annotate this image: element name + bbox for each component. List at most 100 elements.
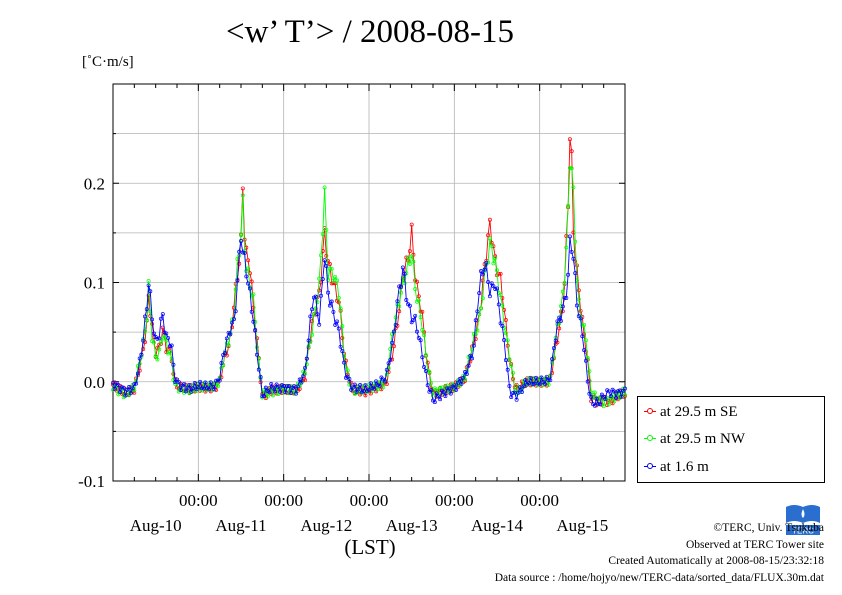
data-point-series-3 xyxy=(269,382,274,386)
data-point-series-3 xyxy=(278,389,283,394)
data-point-series-3 xyxy=(516,390,521,395)
data-point-series-3 xyxy=(623,386,627,391)
data-point-series-3 xyxy=(598,402,603,407)
data-point-series-3 xyxy=(415,329,419,334)
x-day-label: Aug-15 xyxy=(556,516,608,535)
data-point-series-3 xyxy=(445,386,450,391)
data-point-series-2 xyxy=(407,261,412,266)
data-point-series-3 xyxy=(375,383,380,388)
data-point-series-3 xyxy=(569,249,574,254)
data-point-series-3 xyxy=(214,378,219,383)
data-point-series-2 xyxy=(345,368,350,373)
data-point-series-2 xyxy=(491,261,496,266)
data-point-series-3 xyxy=(493,287,498,291)
data-point-series-2 xyxy=(333,274,338,279)
data-point-series-2 xyxy=(155,357,160,362)
x-day-label: Aug-10 xyxy=(130,516,182,535)
data-point-series-2 xyxy=(420,328,425,332)
data-point-series-3 xyxy=(455,380,460,385)
data-point-series-3 xyxy=(331,309,336,314)
data-point-series-1 xyxy=(557,326,562,331)
data-point-series-2 xyxy=(471,332,476,336)
data-point-series-2 xyxy=(304,362,309,367)
data-point-series-3 xyxy=(530,382,535,386)
data-point-series-3 xyxy=(583,358,588,363)
data-point-series-3 xyxy=(187,383,192,387)
data-point-series-3 xyxy=(322,258,327,263)
data-point-series-2 xyxy=(438,385,443,390)
x-tick-label: 00:00 xyxy=(179,491,218,510)
data-point-series-3 xyxy=(457,377,462,382)
data-point-series-2 xyxy=(422,333,427,338)
data-point-series-1 xyxy=(324,253,329,258)
data-point-series-3 xyxy=(551,346,556,351)
data-point-series-3 xyxy=(167,344,172,349)
data-point-series-3 xyxy=(292,384,297,389)
data-point-series-3 xyxy=(130,386,135,391)
data-point-series-3 xyxy=(132,382,137,387)
data-point-series-2 xyxy=(580,323,585,328)
data-point-series-2 xyxy=(599,397,604,402)
data-point-series-3 xyxy=(253,328,258,332)
data-point-series-3 xyxy=(505,367,510,372)
data-point-series-1 xyxy=(391,344,396,349)
data-point-series-3 xyxy=(498,321,503,326)
data-point-series-3 xyxy=(185,385,190,390)
data-point-series-2 xyxy=(310,332,315,337)
data-point-series-2 xyxy=(159,339,163,344)
legend-item-series-2: at 29.5 m NW xyxy=(644,429,745,449)
data-point-series-1 xyxy=(240,186,245,191)
data-point-series-3 xyxy=(212,387,217,392)
data-point-series-3 xyxy=(262,394,267,399)
data-point-series-3 xyxy=(507,384,512,388)
data-point-series-2 xyxy=(397,304,402,309)
data-point-series-2 xyxy=(406,255,411,260)
data-point-series-3 xyxy=(159,316,163,321)
data-point-series-2 xyxy=(434,387,439,392)
legend-swatch-blue xyxy=(644,462,656,472)
data-point-series-2 xyxy=(167,350,172,354)
data-point-series-3 xyxy=(157,336,162,341)
data-point-series-3 xyxy=(422,365,427,369)
data-point-series-3 xyxy=(473,318,478,323)
data-point-series-1 xyxy=(384,382,389,387)
legend-item-series-1: at 29.5 m SE xyxy=(644,402,738,422)
data-point-series-2 xyxy=(151,340,156,345)
data-point-series-3 xyxy=(502,338,507,342)
data-point-series-2 xyxy=(500,303,505,308)
data-point-series-1 xyxy=(511,377,515,381)
data-point-series-1 xyxy=(415,279,419,284)
data-point-series-3 xyxy=(496,302,501,307)
data-point-series-2 xyxy=(493,256,498,261)
data-point-series-3 xyxy=(295,384,300,389)
data-point-series-3 xyxy=(306,338,311,343)
data-point-series-3 xyxy=(155,336,160,341)
data-point-series-3 xyxy=(418,338,423,343)
data-point-series-2 xyxy=(583,338,588,343)
data-point-series-1 xyxy=(340,336,345,340)
data-point-series-3 xyxy=(215,378,220,383)
data-point-series-3 xyxy=(420,355,425,360)
data-point-series-3 xyxy=(436,394,441,399)
data-point-series-3 xyxy=(287,384,291,388)
data-point-series-3 xyxy=(336,326,341,331)
data-point-series-3 xyxy=(464,372,469,377)
data-point-series-3 xyxy=(127,385,131,389)
data-point-series-3 xyxy=(223,351,227,355)
data-point-series-2 xyxy=(562,280,567,285)
data-point-series-3 xyxy=(447,386,451,391)
data-point-series-3 xyxy=(368,381,373,386)
data-point-series-2 xyxy=(319,253,323,258)
data-point-series-2 xyxy=(413,287,418,291)
data-point-series-3 xyxy=(487,294,492,299)
data-point-series-3 xyxy=(571,256,576,261)
data-point-series-3 xyxy=(534,375,539,380)
data-point-series-3 xyxy=(528,375,533,380)
data-point-series-3 xyxy=(255,352,259,357)
data-point-series-2 xyxy=(157,347,162,352)
data-point-series-3 xyxy=(176,379,181,384)
data-point-series-3 xyxy=(537,382,542,387)
data-point-series-3 xyxy=(160,312,165,317)
data-point-series-1 xyxy=(575,263,579,268)
data-point-series-3 xyxy=(237,249,242,254)
